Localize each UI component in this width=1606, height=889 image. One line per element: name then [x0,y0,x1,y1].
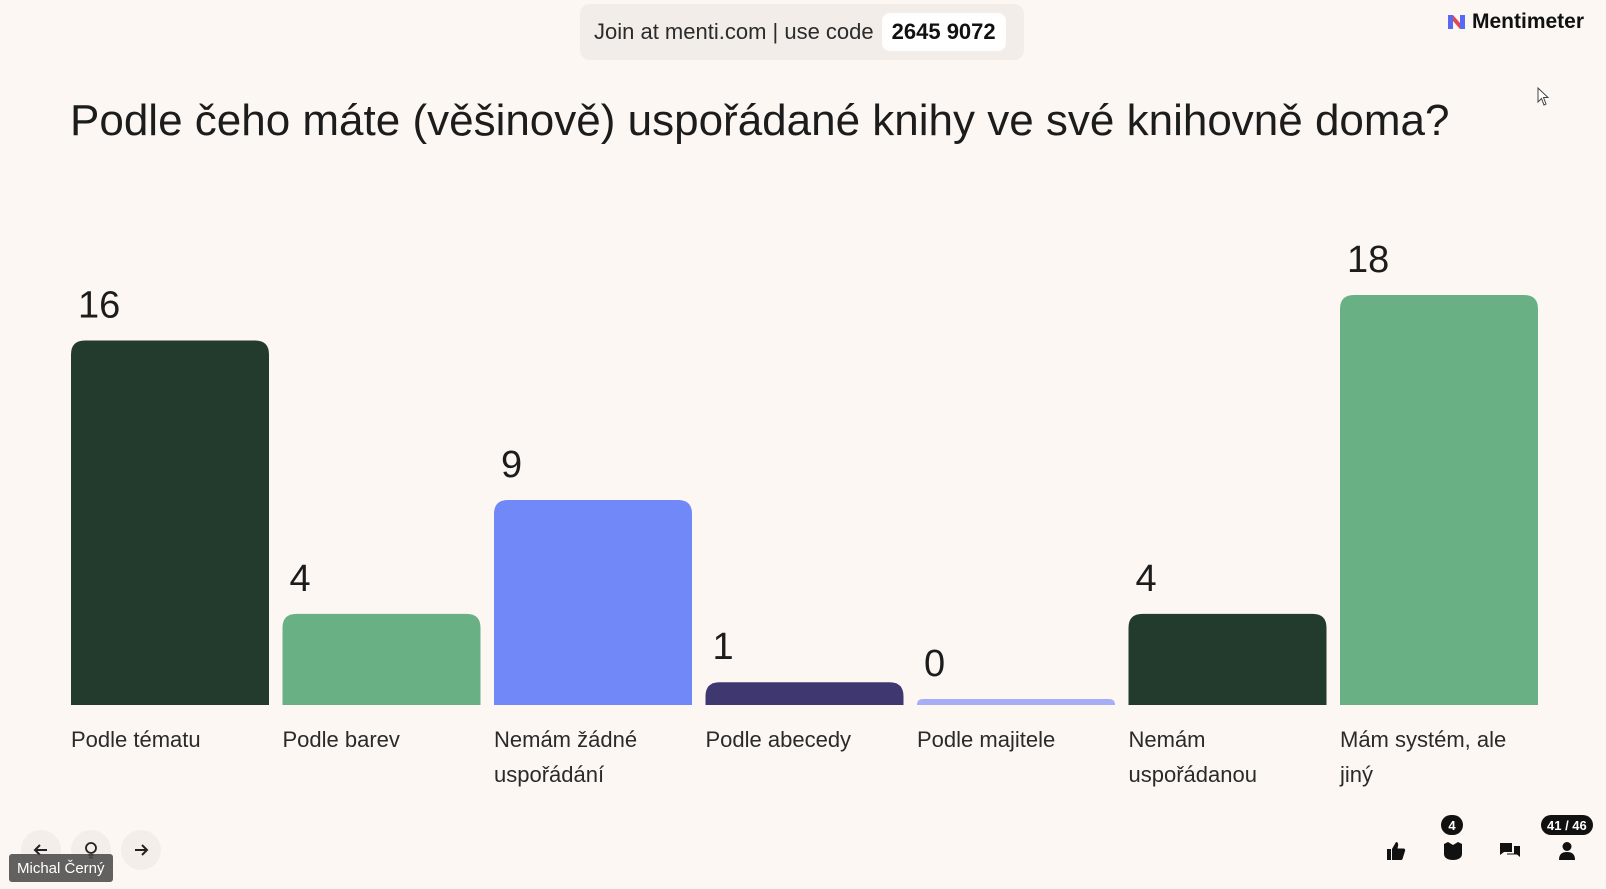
bar-value-0: 16 [78,285,120,327]
question-title: Podle čeho máte (věšinově) uspořádané kn… [70,96,1450,145]
qa-button[interactable] [1433,831,1473,871]
bar-4 [917,699,1115,705]
next-slide-button[interactable] [121,830,161,870]
bar-value-2: 9 [501,444,522,486]
qa-icon [1444,842,1462,860]
join-text: Join at menti.com | use code [594,19,874,44]
bar-0 [71,340,269,705]
category-label-1: Podle barev [283,727,400,752]
reactions-button[interactable] [1376,831,1416,871]
participants-button[interactable] [1547,831,1587,871]
category-label-5: Nemám uspořádanou [1129,727,1257,787]
category-label-3: Podle abecedy [706,727,852,752]
presenter-name-tag: Michal Černý [9,854,113,882]
bar-5 [1128,613,1327,705]
bar-3 [705,682,904,705]
comments-icon [1500,843,1520,857]
bar-2 [494,500,692,705]
join-code: 2645 9072 [881,13,1006,51]
mentimeter-logo-icon [1448,15,1465,29]
mouse-cursor-icon [1537,87,1550,106]
thumbs-up-icon [1387,842,1406,860]
participants-badge: 41 / 46 [1541,815,1593,835]
mentimeter-logo: Mentimeter [1448,8,1584,36]
qa-badge: 4 [1441,815,1463,835]
arrow-right-icon [135,844,149,856]
person-icon [1559,842,1575,860]
bar-value-3: 1 [713,626,734,668]
join-banner: Join at menti.com | use code 2645 9072 [580,4,1024,60]
bar-value-1: 4 [290,558,311,600]
comments-button[interactable] [1490,831,1530,871]
bar-1 [282,613,481,705]
category-label-0: Podle tématu [71,727,201,752]
bar-6 [1340,295,1538,705]
arrow-left-icon [33,844,47,856]
category-label-4: Podle majitele [917,727,1055,752]
brand-name: Mentimeter [1472,10,1585,33]
bar-value-6: 18 [1347,239,1389,281]
bar-value-5: 4 [1136,558,1157,600]
bar-value-4: 0 [924,643,945,685]
category-label-2: Nemám žádné uspořádání [494,727,637,787]
bar-chart: 16 Podle tématu 4 Podle barev 9 Nemám žádné us… [71,239,1538,787]
category-label-6: Mám systém, ale jiný [1339,727,1506,787]
